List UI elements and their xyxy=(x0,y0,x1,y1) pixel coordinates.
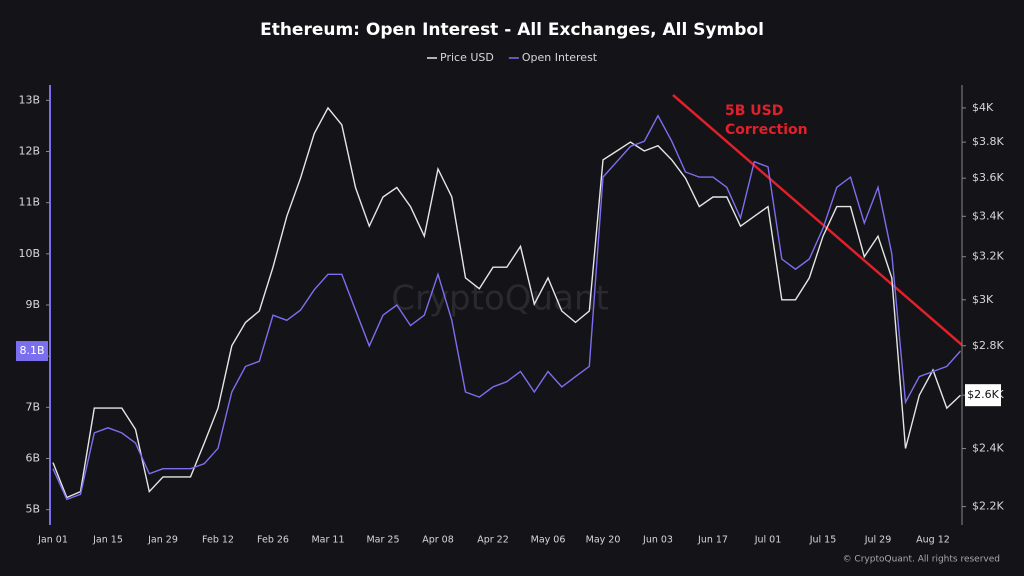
x-tick-label: Apr 08 xyxy=(422,535,454,546)
y2-tick-label: $2.8K xyxy=(972,339,1004,352)
x-tick-label: Aug 12 xyxy=(916,535,950,546)
x-tick-label: Jan 15 xyxy=(92,535,123,546)
legend-label: Price USD xyxy=(440,51,494,64)
x-tick-label: Jan 01 xyxy=(37,535,68,546)
x-tick-label: Apr 22 xyxy=(477,535,509,546)
x-tick-label: May 06 xyxy=(531,535,566,546)
last-value-label: 8.1B xyxy=(19,344,44,357)
y2-tick-label: $3.8K xyxy=(972,135,1004,148)
footer: © CryptoQuant. All rights reserved xyxy=(843,555,1000,565)
y2-tick-label: $2.2K xyxy=(972,500,1004,513)
annotation: 5B USD xyxy=(725,103,783,119)
x-tick-label: Jan 29 xyxy=(147,535,178,546)
y2-tick-label: $3.6K xyxy=(972,171,1004,184)
y2-tick-label: $4K xyxy=(972,101,994,114)
last-value-badge xyxy=(965,384,1001,407)
x-tick-label: Jun 17 xyxy=(697,535,728,546)
x-tick-label: Jun 03 xyxy=(642,535,673,546)
y-tick-label: 13B xyxy=(18,93,40,106)
y-tick-label: 11B xyxy=(18,196,40,209)
y-tick-label: 9B xyxy=(25,298,40,311)
trend-line xyxy=(672,94,963,346)
chart-title: Ethereum: Open Interest - All Exchanges,… xyxy=(260,20,764,40)
x-tick-label: Jul 29 xyxy=(864,535,892,546)
x-tick-label: Jul 01 xyxy=(754,535,782,546)
y-tick-label: 5B xyxy=(25,503,40,516)
legend-label: Open Interest xyxy=(522,51,598,64)
series-line xyxy=(52,114,962,501)
x-tick-label: May 20 xyxy=(586,535,621,546)
x-tick-label: Feb 26 xyxy=(257,535,289,546)
last-value-badge xyxy=(16,341,48,362)
x-tick-label: Mar 11 xyxy=(311,535,344,546)
series-line xyxy=(52,106,961,499)
y2-tick-label: $3K xyxy=(972,293,994,306)
y2-tick-label: $2.4K xyxy=(972,442,1004,455)
y-tick-label: 10B xyxy=(18,247,40,260)
y-tick-label: 12B xyxy=(18,145,40,158)
y2-tick-label: $3.2K xyxy=(972,250,1004,263)
annotation: Correction xyxy=(725,122,808,138)
y2-tick-label: $3.4K xyxy=(972,209,1004,222)
y-tick-label: 7B xyxy=(25,400,40,413)
watermark: CryptoQuant xyxy=(391,279,609,319)
x-tick-label: Feb 12 xyxy=(202,535,234,546)
x-tick-label: Mar 25 xyxy=(366,535,399,546)
x-tick-label: Jul 15 xyxy=(809,535,837,546)
last-value-label: $2.6K xyxy=(967,388,999,401)
y-tick-label: 6B xyxy=(25,451,40,464)
